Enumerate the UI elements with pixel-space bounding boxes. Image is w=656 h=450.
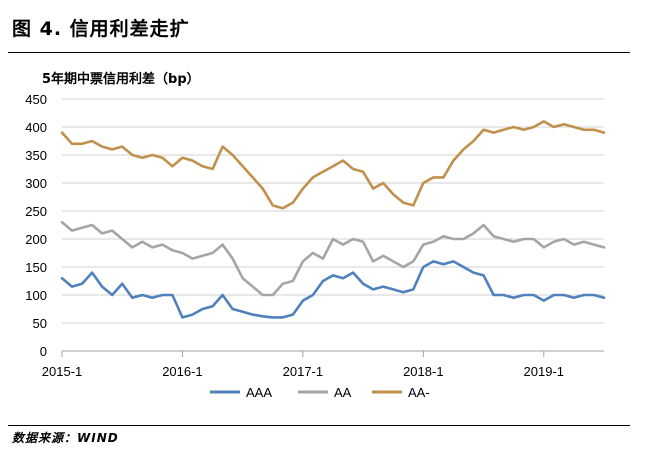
y-tick-label: 100 <box>25 288 47 303</box>
x-axis: 2015-1 2016-1 2017-1 2018-1 2019-1 <box>42 350 604 379</box>
chart-title: 5年期中票信用利差（bp） <box>42 71 200 87</box>
legend: AAA AA AA- <box>210 385 430 400</box>
x-tick-label: 2015-1 <box>42 364 82 379</box>
x-tick-label: 2019-1 <box>524 364 564 379</box>
series-lines <box>60 120 606 319</box>
y-tick-label: 200 <box>25 232 47 247</box>
y-tick-label: 0 <box>40 344 47 359</box>
y-tick-label: 450 <box>25 92 47 107</box>
y-tick-label: 50 <box>33 316 47 331</box>
legend-label: AA <box>334 385 352 400</box>
y-tick-label: 150 <box>25 260 47 275</box>
top-divider <box>8 52 630 53</box>
series-line-aa <box>60 220 606 297</box>
y-tick-label: 400 <box>25 120 47 135</box>
y-tick-label: 250 <box>25 204 47 219</box>
y-tick-label: 300 <box>25 176 47 191</box>
x-tick-label: 2017-1 <box>283 364 323 379</box>
bottom-divider <box>8 425 630 426</box>
line-chart: 5年期中票信用利差（bp） 0 50 100 150 200 250 300 350 400 45… <box>25 71 606 400</box>
legend-label: AAA <box>246 385 272 400</box>
figure-title: 图 4. 信用利差走扩 <box>12 18 190 40</box>
y-tick-label: 350 <box>25 148 47 163</box>
source-note: 数据来源：WIND <box>12 431 119 445</box>
y-axis-ticks: 0 50 100 150 200 250 300 350 400 450 <box>25 92 47 359</box>
legend-label: AA- <box>408 385 430 400</box>
grid-lines <box>62 98 604 324</box>
series-line-aaa <box>60 260 606 319</box>
series-line-aaminus <box>60 120 606 210</box>
x-tick-label: 2016-1 <box>162 364 202 379</box>
x-tick-label: 2018-1 <box>403 364 443 379</box>
